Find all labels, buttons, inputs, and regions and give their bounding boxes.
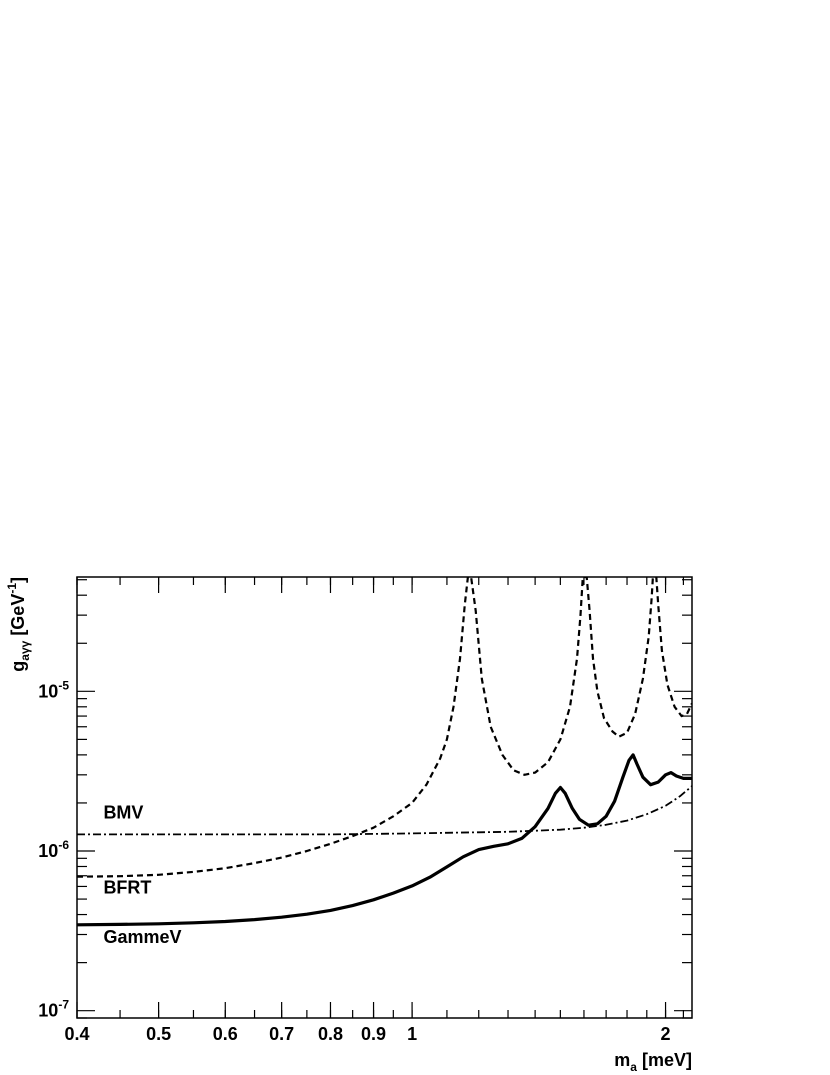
- x-tick-label: 0.9: [361, 1024, 386, 1044]
- label-bfrt: BFRT: [103, 878, 151, 898]
- x-tick-label: 0.8: [318, 1024, 343, 1044]
- y-tick-label: 10-5: [38, 678, 69, 701]
- curve-labels: BMV BFRT GammeV: [103, 802, 181, 947]
- x-tick-labels: 0.4 0.5 0.6 0.7 0.8 0.9 1 2: [64, 1024, 670, 1044]
- x-tick-label: 0.7: [269, 1024, 294, 1044]
- series-bmv-line: [77, 785, 692, 836]
- y-axis-title: gaγγ [GeV-1]: [5, 577, 32, 672]
- label-bmv: BMV: [103, 802, 143, 822]
- x-tick-label: 1: [407, 1024, 417, 1044]
- curves: [77, 577, 692, 927]
- y-tick-label: 10-6: [38, 838, 69, 861]
- series-bfrt-line: [77, 577, 692, 878]
- x-tick-label: 0.4: [64, 1024, 89, 1044]
- x-tick-label: 0.5: [146, 1024, 171, 1044]
- series-gammev-line: [77, 753, 692, 927]
- y-tick-labels: 10-7 10-6 10-5: [38, 678, 69, 1020]
- label-gammev: GammeV: [103, 927, 181, 947]
- axis-ticks: [76, 577, 692, 1019]
- plot-frame: [76, 576, 693, 1019]
- x-tick-label: 0.6: [213, 1024, 238, 1044]
- x-axis-title: ma [meV]: [614, 1050, 692, 1074]
- x-tick-label: 2: [661, 1024, 671, 1044]
- y-tick-label: 10-7: [38, 998, 69, 1021]
